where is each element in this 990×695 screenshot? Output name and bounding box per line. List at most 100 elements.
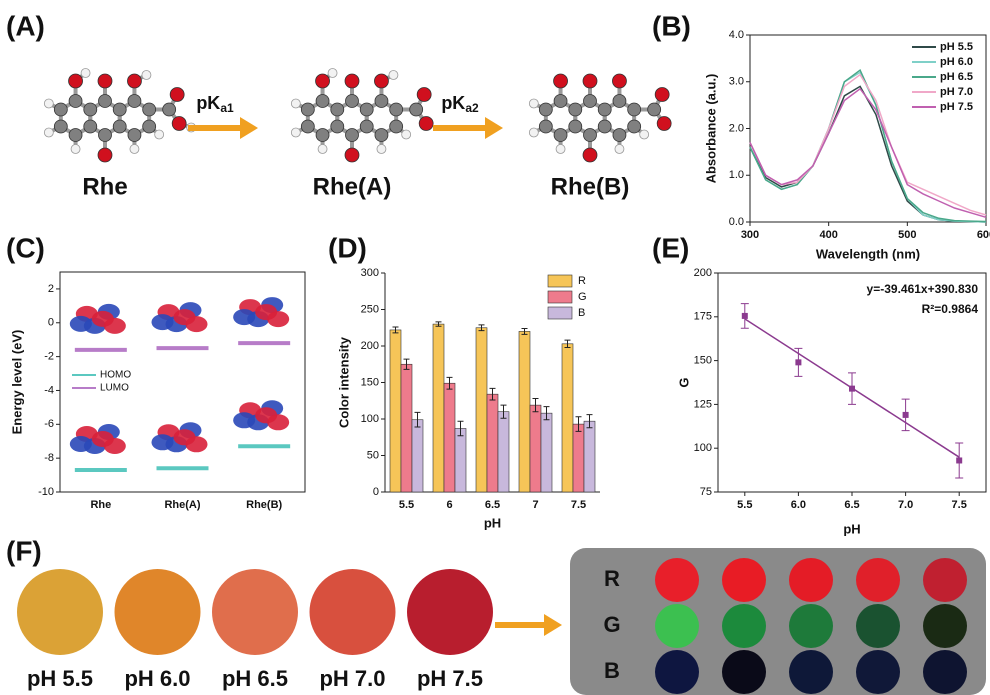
atom [584,95,597,108]
y-tick-label: -6 [44,418,54,430]
legend-label: pH 5.5 [940,41,973,53]
atom [301,103,314,116]
y-tick-label: 175 [694,311,712,323]
x-tick-label: 5.5 [737,499,752,511]
orbital-lobe [152,434,174,450]
x-axis-label: pH [484,515,501,530]
y-tick-label: -2 [44,351,54,363]
channel-dot [923,604,967,648]
channel-dot [722,650,766,694]
y-tick-label: 4.0 [729,29,744,41]
channel-dot [856,558,900,602]
atom [163,103,176,116]
channel-dot [856,604,900,648]
atom [291,99,300,108]
x-tick-label: 300 [741,229,759,241]
molecule [529,74,671,162]
y-tick-label: 3.0 [729,76,744,88]
atom [598,103,611,116]
atom [113,120,126,133]
y-axis-label: G [676,377,691,387]
y-tick-label: 2.0 [729,122,744,134]
atom [291,128,300,137]
atom [54,103,67,116]
channel-dot [655,604,699,648]
y-tick-label: 0 [48,317,54,329]
sample-label: pH 5.5 [27,666,93,691]
orbital-lobe [233,309,255,325]
atom [316,129,329,142]
x-tick-label: 7.0 [898,499,913,511]
atom [529,128,538,137]
atom [410,103,423,116]
annotation: y=-39.461x+390.830 [867,282,979,296]
molecule-label: Rhe(B) [551,173,630,200]
legend-label: pH 6.0 [940,56,973,68]
arrow-label-sub: a2 [465,101,479,115]
point [795,359,801,365]
orbital-lobe [70,316,92,332]
panel-label: (A) [6,10,45,41]
orbital-lobe [174,429,196,445]
y-tick-label: 250 [361,303,379,315]
legend-label: R [578,275,586,287]
atom [569,103,582,116]
panel-label: (F) [6,535,42,566]
atom [402,130,411,139]
bar [455,428,466,492]
channel-dot [722,604,766,648]
legend-label: LUMO [100,383,129,394]
legend-label: pH 7.0 [940,86,973,98]
atom [655,88,669,102]
molecule-label: Rhe(A) [313,173,392,200]
y-tick-label: -10 [38,486,54,498]
y-axis-label: Energy level (eV) [9,330,24,435]
atom [419,117,433,131]
sample-label: pH 6.0 [124,666,190,691]
atom [44,99,53,108]
arrow-label-main: pK [441,93,465,113]
atom [584,129,597,142]
bar [573,424,584,492]
atom [346,95,359,108]
y-tick-label: 200 [361,340,379,352]
atom [390,120,403,133]
atom [615,145,624,154]
orbital-lobe [233,412,255,428]
panel-label: (E) [652,232,689,263]
atom [539,103,552,116]
legend-label: G [578,291,587,303]
bar [401,364,412,492]
channel-dot [856,650,900,694]
bar [519,331,530,492]
atom [54,120,67,133]
y-tick-label: 125 [694,398,712,410]
atom [143,103,156,116]
atom [113,103,126,116]
atom [389,71,398,80]
atom [128,129,141,142]
atom [345,74,359,88]
atom [301,120,314,133]
atom [331,120,344,133]
atom [128,95,141,108]
y-axis-label: Color intensity [336,336,351,428]
y-tick-label: 2 [48,283,54,295]
atom [375,95,388,108]
atom [331,103,344,116]
channel-label: B [604,658,620,683]
atom [328,69,337,78]
atom [127,74,141,88]
atom [377,145,386,154]
bar [487,394,498,492]
sample-disc [212,569,298,655]
point [742,313,748,319]
atom [657,117,671,131]
atom [598,120,611,133]
x-tick-label: 7 [532,499,538,511]
bar [433,324,444,492]
y-tick-label: -4 [44,384,54,396]
x-tick-label: Rhe [90,499,111,511]
legend-swatch [548,307,572,319]
atom [84,103,97,116]
